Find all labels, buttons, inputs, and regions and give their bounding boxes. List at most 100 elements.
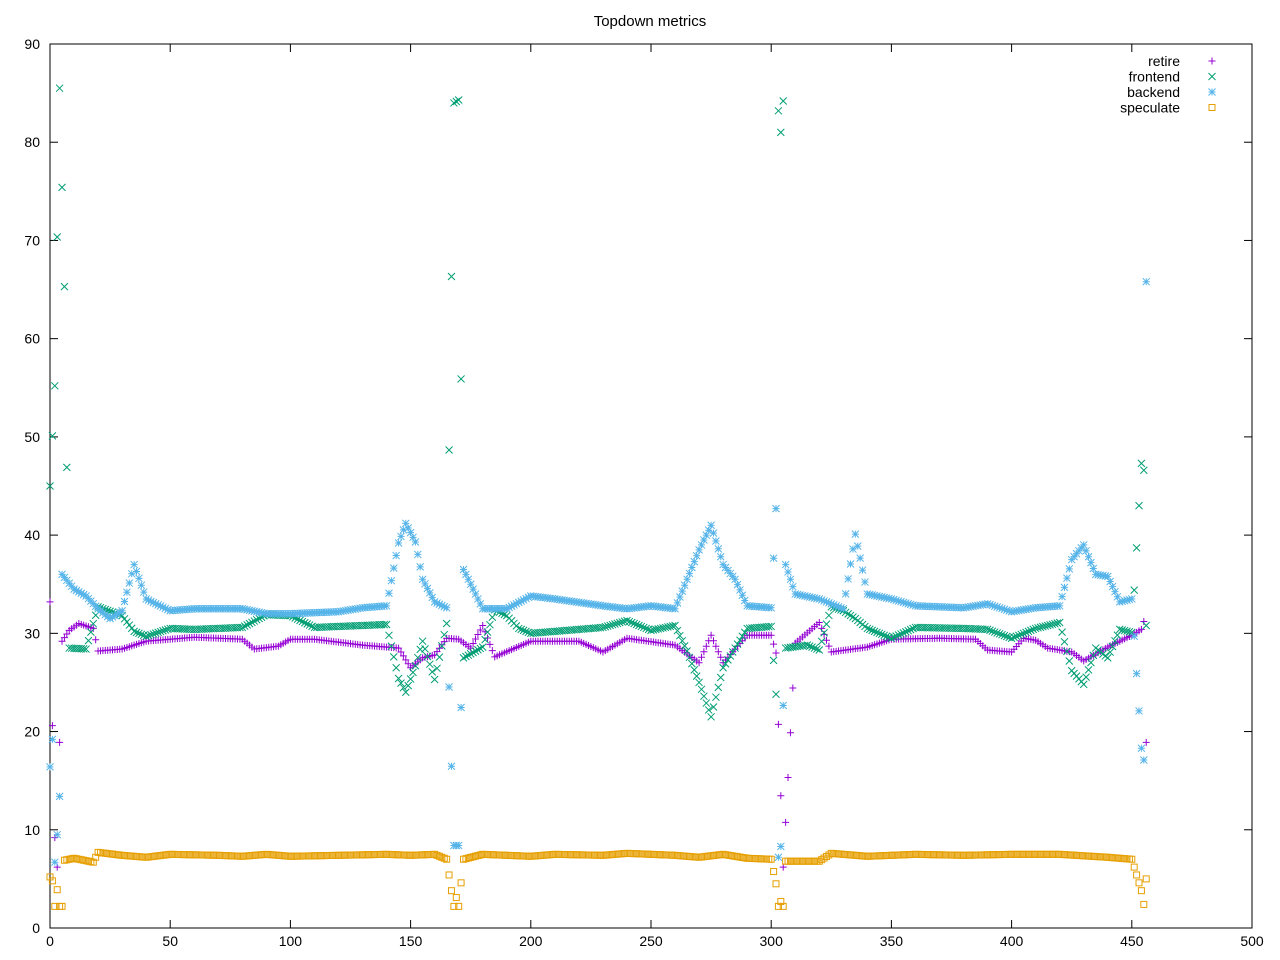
- data-point: [990, 602, 999, 611]
- data-point: [654, 625, 663, 633]
- data-point: [92, 853, 100, 861]
- data-point: [697, 541, 706, 549]
- data-point: [517, 625, 526, 634]
- data-point: [769, 554, 778, 563]
- data-point: [298, 617, 307, 626]
- data-point: [637, 622, 646, 631]
- data-point: [772, 649, 780, 657]
- series-backend: [46, 277, 1151, 867]
- data-point: [772, 690, 780, 699]
- data-point: [671, 604, 679, 613]
- data-point: [89, 858, 97, 866]
- data-point: [707, 521, 715, 530]
- data-point: [404, 681, 413, 690]
- x-tick-label: 400: [1000, 933, 1024, 949]
- data-point: [437, 601, 446, 610]
- data-point: [901, 627, 910, 636]
- data-point: [1128, 855, 1136, 863]
- data-point: [1026, 626, 1035, 635]
- data-point: [899, 598, 908, 607]
- data-point: [488, 613, 497, 622]
- data-point: [445, 871, 453, 879]
- data-point: [1029, 625, 1038, 634]
- data-point: [724, 655, 732, 664]
- data-point: [993, 629, 1002, 637]
- data-point: [469, 853, 477, 861]
- data-point: [454, 96, 463, 104]
- data-point: [524, 593, 533, 602]
- data-point: [58, 902, 66, 910]
- data-point: [161, 626, 170, 634]
- data-point: [849, 545, 857, 553]
- data-point: [1031, 624, 1040, 633]
- data-point: [897, 630, 905, 638]
- data-point: [58, 183, 66, 192]
- data-point: [784, 774, 792, 782]
- data-point: [123, 588, 131, 597]
- data-point: [486, 640, 494, 648]
- data-point: [764, 622, 773, 631]
- data-point: [649, 626, 658, 634]
- data-point: [981, 625, 990, 634]
- data-point: [1087, 558, 1095, 567]
- data-point: [443, 855, 451, 863]
- data-point: [815, 646, 824, 654]
- data-point: [877, 630, 886, 639]
- data-point: [151, 629, 160, 637]
- data-point: [53, 233, 62, 241]
- data-point: [51, 902, 59, 910]
- data-point: [820, 597, 828, 605]
- data-point: [1142, 621, 1151, 630]
- data-point: [661, 623, 670, 632]
- data-point: [250, 617, 259, 625]
- data-point: [844, 575, 852, 583]
- data-point: [84, 636, 93, 645]
- data-point: [710, 637, 718, 645]
- data-point: [688, 563, 696, 572]
- data-point: [402, 656, 410, 664]
- data-point: [1010, 633, 1018, 642]
- series-speculate: [46, 848, 1150, 910]
- data-point: [397, 532, 405, 541]
- data-point: [659, 624, 667, 632]
- data-point: [683, 575, 691, 584]
- data-point: [486, 620, 494, 629]
- data-point: [387, 576, 396, 585]
- data-point: [308, 622, 316, 631]
- data-point: [137, 630, 146, 639]
- data-point: [440, 602, 449, 611]
- data-point: [1130, 586, 1139, 594]
- data-point: [868, 626, 877, 635]
- data-point: [608, 620, 617, 629]
- series-layer: [46, 84, 1151, 910]
- data-point: [709, 703, 718, 711]
- data-point: [55, 792, 64, 801]
- data-point: [786, 729, 794, 737]
- data-point: [142, 595, 151, 603]
- y-tick-label: 50: [24, 429, 40, 445]
- data-point: [425, 589, 434, 597]
- data-point: [50, 381, 59, 390]
- data-point: [1137, 887, 1145, 895]
- data-point: [440, 854, 448, 862]
- data-point: [459, 855, 467, 863]
- data-point: [423, 584, 432, 593]
- data-point: [1127, 595, 1136, 603]
- data-point: [702, 642, 710, 650]
- data-point: [476, 626, 484, 634]
- data-point: [423, 652, 432, 661]
- data-point: [909, 601, 917, 609]
- x-tick-label: 500: [1240, 933, 1264, 949]
- data-point: [236, 623, 244, 632]
- data-point: [606, 621, 614, 630]
- data-point: [853, 542, 862, 550]
- x-tick-label: 250: [639, 933, 663, 949]
- data-point: [675, 593, 684, 601]
- data-point: [409, 668, 417, 677]
- data-point: [998, 604, 1006, 613]
- data-point: [704, 706, 713, 714]
- data-point: [411, 538, 420, 546]
- data-point: [849, 613, 857, 621]
- data-point: [1132, 669, 1141, 678]
- data-point: [707, 712, 715, 721]
